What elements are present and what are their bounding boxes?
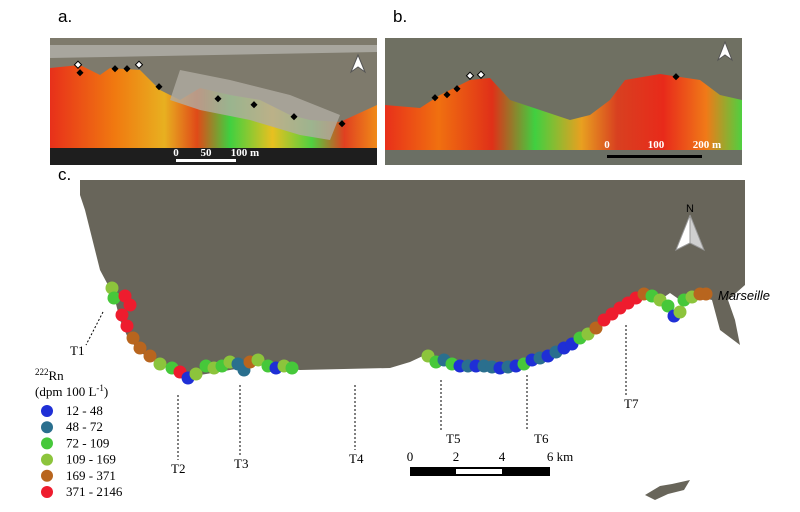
sea	[385, 150, 742, 165]
sample-dot	[115, 308, 129, 322]
transect-label: T2	[171, 461, 185, 476]
legend-label: 109 - 169	[66, 452, 116, 467]
km-scale: 0 2 4 6 km	[407, 449, 573, 476]
legend-label: 371 - 2146	[66, 484, 123, 499]
north-arrow	[675, 214, 705, 252]
scale-label: 0	[407, 449, 414, 464]
heat-overlay	[385, 74, 742, 150]
unit-exponent: -1	[96, 383, 104, 393]
scale-bar	[176, 159, 236, 162]
scale-label: 2	[453, 449, 460, 464]
sample-dot	[251, 353, 265, 367]
scale-label: 200 m	[693, 139, 721, 151]
transect-lines	[85, 311, 627, 460]
legend-swatch	[41, 421, 53, 434]
sample-dot	[699, 287, 713, 301]
sample-dot	[120, 319, 134, 333]
sample-dots	[105, 281, 713, 385]
panel-label: a.	[58, 7, 72, 26]
panel-a: 0 50 100 m	[50, 38, 377, 165]
sample-dot	[123, 298, 137, 312]
sample-points	[431, 73, 680, 102]
unit: (dpm 100 L	[35, 384, 96, 399]
transect-label: T6	[534, 431, 549, 446]
sample-dot	[105, 281, 119, 295]
legend-label: 48 - 72	[66, 419, 103, 434]
transect-label: T1	[70, 343, 84, 358]
legend-swatch	[41, 405, 53, 417]
sample-dot	[661, 299, 675, 313]
sea	[50, 148, 377, 165]
element: Rn	[49, 368, 65, 383]
marker	[465, 71, 475, 80]
city-label: Marseille	[718, 288, 770, 303]
unit-close: )	[104, 384, 108, 399]
panel-label: c.	[58, 165, 71, 184]
scale-label: 4	[499, 449, 506, 464]
sample-dot	[107, 291, 121, 305]
legend-label: 72 - 109	[66, 435, 109, 450]
marker	[476, 70, 486, 79]
north-arrow	[716, 40, 734, 62]
scale-label: 6 km	[547, 449, 573, 464]
transect-label: T7	[624, 396, 639, 411]
road	[50, 45, 377, 58]
panel-label: b.	[393, 7, 407, 26]
panel-b: 0 100 200 m	[385, 38, 742, 165]
scale-label: 50	[201, 147, 213, 159]
north-label: N	[686, 203, 694, 215]
legend-unit: (dpm 100 L-1)	[35, 383, 108, 399]
sample-dot	[143, 349, 157, 363]
scale-label: 100	[648, 139, 665, 151]
sample-dot	[126, 331, 140, 345]
legend-swatch	[41, 453, 53, 466]
island	[645, 480, 690, 500]
land	[80, 180, 745, 375]
transect-label: T3	[234, 456, 248, 471]
scale-label: 100 m	[231, 147, 259, 159]
sample-dot	[133, 341, 147, 355]
scale-label: 0	[173, 147, 179, 159]
sample-dot	[153, 357, 167, 371]
scale-bar	[607, 155, 702, 158]
transect-label: T4	[349, 451, 364, 466]
sample-dot	[189, 367, 203, 381]
panel-c: N Marseille T1 T2 T3 T4 T5 T6 T7 0 2 4 6…	[35, 180, 770, 500]
sample-dot	[589, 321, 603, 335]
sample-dot	[673, 305, 687, 319]
legend-swatch	[41, 437, 53, 450]
north-arrow	[349, 53, 367, 74]
legend-swatch	[41, 486, 53, 498]
legend-swatch	[41, 469, 53, 482]
transect-label: T5	[446, 431, 460, 446]
sample-dot	[285, 361, 299, 375]
isotope-mass: 222	[35, 367, 49, 377]
legend-label: 169 - 371	[66, 468, 116, 483]
sample-points	[76, 65, 346, 128]
marker	[73, 60, 83, 69]
marker	[134, 60, 144, 69]
scale-label: 0	[604, 139, 610, 151]
legend-label: 12 - 48	[66, 403, 103, 418]
legend-title: 222Rn	[35, 367, 64, 383]
